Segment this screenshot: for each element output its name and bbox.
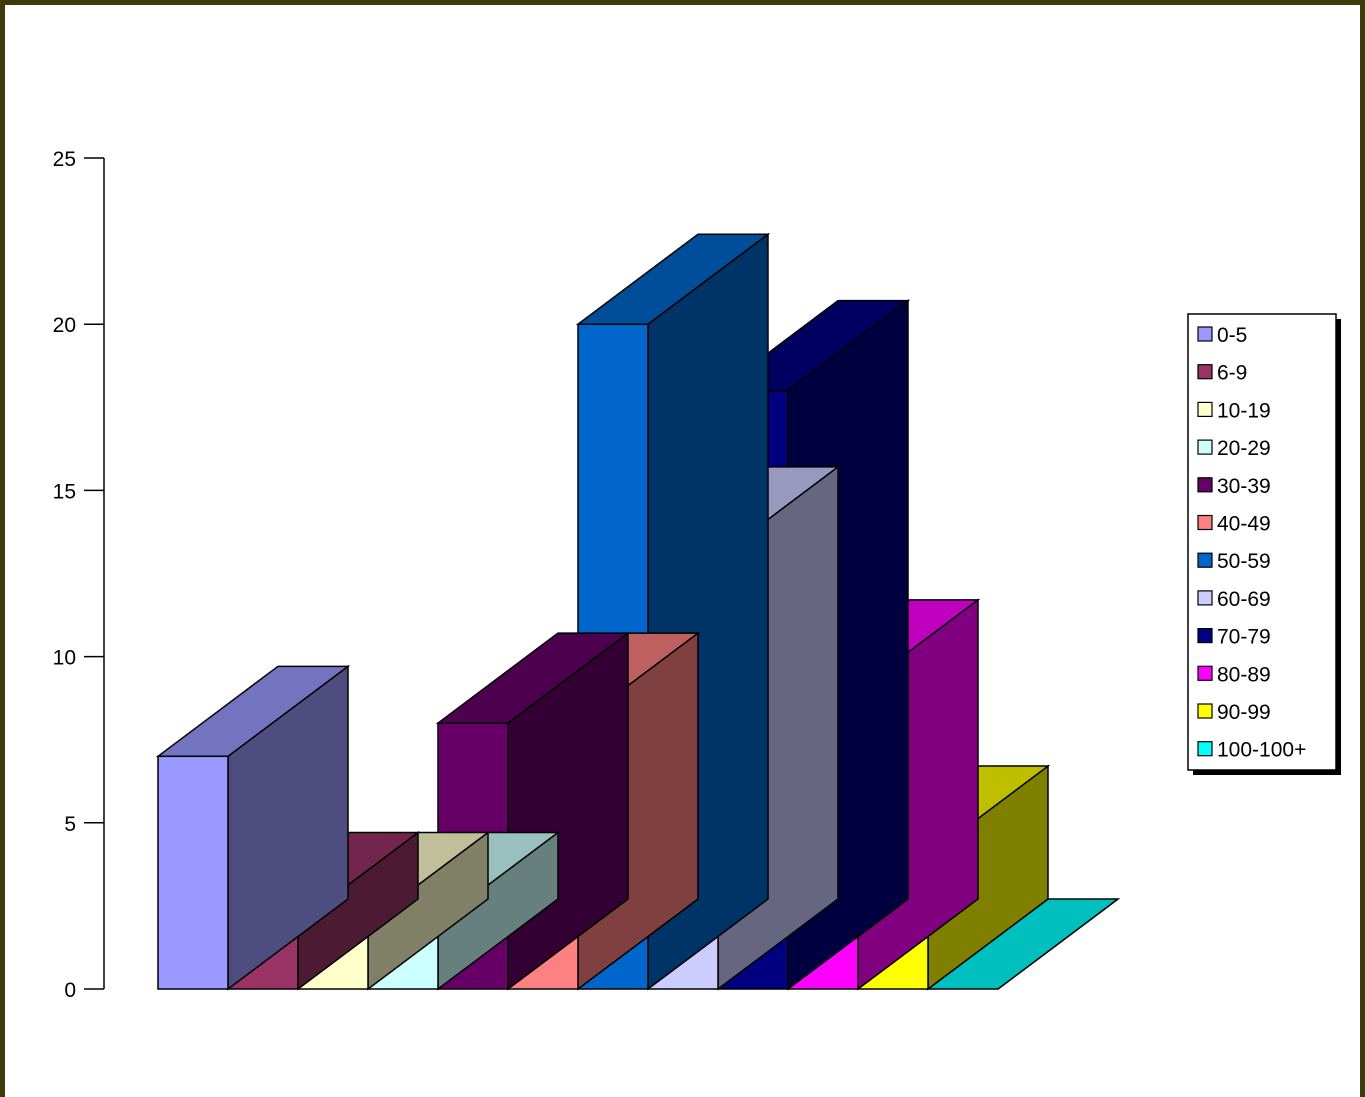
legend-label: 30-39 [1217, 475, 1271, 498]
legend-swatch [1197, 703, 1213, 719]
y-tick-label: 20 [53, 314, 76, 337]
legend-item: 40-49 [1197, 513, 1271, 536]
legend-item: 6-9 [1197, 362, 1247, 385]
legend-swatch [1197, 477, 1213, 493]
legend-swatch [1197, 326, 1213, 342]
legend-label: 80-89 [1217, 663, 1271, 686]
legend-label: 100-100+ [1217, 739, 1306, 762]
legend-item: 90-99 [1197, 701, 1271, 724]
legend-swatch [1197, 665, 1213, 681]
legend-label: 10-19 [1217, 399, 1271, 422]
y-tick-label: 25 [53, 148, 76, 171]
y-tick-label: 0 [64, 979, 76, 1002]
legend: 0-5 6-9 10-19 20-29 30-39 40-49 50-59 60-69 70-7… [1187, 313, 1341, 775]
legend-label: 6-9 [1217, 362, 1247, 385]
legend-item: 20-29 [1197, 437, 1271, 460]
legend-label: 40-49 [1217, 513, 1271, 536]
bar-front [157, 755, 229, 990]
legend-swatch [1197, 741, 1213, 757]
legend-label: 70-79 [1217, 626, 1271, 649]
legend-label: 20-29 [1217, 437, 1271, 460]
bar-0-5 [155, 664, 351, 991]
legend-swatch [1197, 514, 1213, 531]
y-tick-label: 10 [53, 647, 76, 670]
legend-item: 30-39 [1197, 475, 1271, 498]
legend-swatch [1197, 401, 1213, 417]
legend-item: 70-79 [1197, 626, 1271, 649]
legend-label: 60-69 [1217, 588, 1271, 611]
legend-item: 80-89 [1197, 663, 1271, 686]
legend-label: 0-5 [1217, 324, 1247, 347]
legend-label: 90-99 [1217, 701, 1271, 724]
legend-swatch [1197, 439, 1213, 455]
legend-box [1187, 313, 1337, 771]
legend-item: 60-69 [1197, 588, 1271, 611]
y-tick-label: 15 [53, 480, 76, 503]
legend-item: 100-100+ [1197, 739, 1306, 762]
legend-label: 50-59 [1217, 550, 1271, 573]
y-tick-label: 5 [64, 813, 76, 836]
legend-swatch [1197, 364, 1213, 380]
bars [155, 232, 1121, 991]
legend-item: 50-59 [1197, 550, 1271, 573]
legend-item: 0-5 [1197, 324, 1247, 347]
y-axis: 0 5 10 15 20 25 [53, 148, 105, 1002]
legend-item: 10-19 [1197, 399, 1271, 422]
legend-swatch [1197, 590, 1213, 606]
legend-swatch [1197, 552, 1213, 568]
legend-swatch [1197, 627, 1213, 644]
